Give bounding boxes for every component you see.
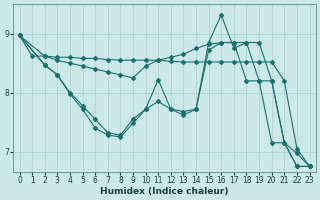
- X-axis label: Humidex (Indice chaleur): Humidex (Indice chaleur): [100, 187, 229, 196]
